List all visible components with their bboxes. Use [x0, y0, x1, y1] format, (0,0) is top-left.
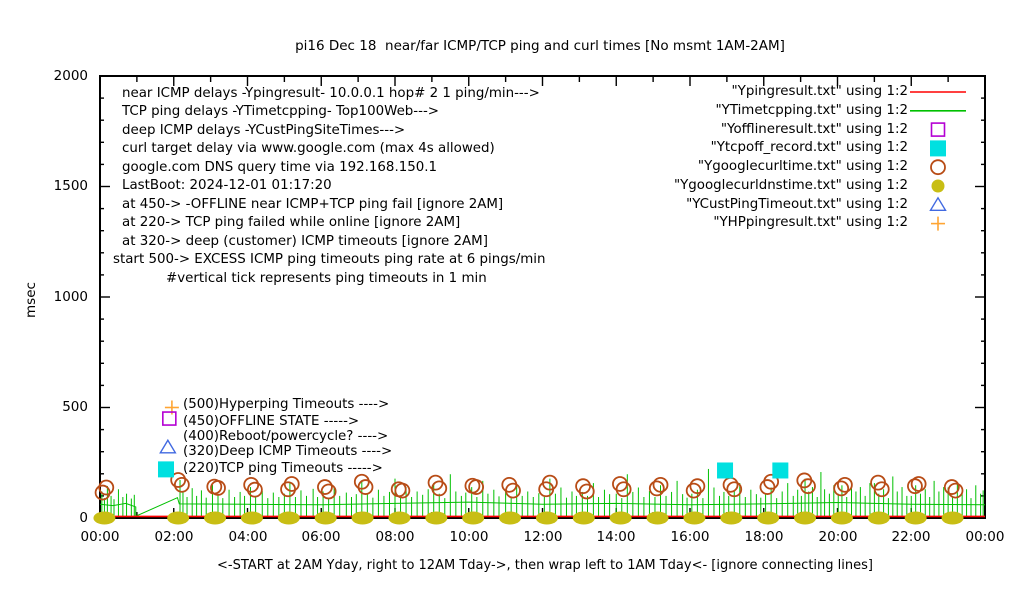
legend-label-ygooglecurldns: "Ygooglecurldnstime.txt" using 1:2 [673, 178, 908, 193]
x-tick-0600: 06:00 [301, 529, 341, 545]
x-tick-2000: 20:00 [818, 529, 858, 545]
info-line-tick: #vertical tick represents ping timeouts … [166, 270, 487, 286]
legend-label-yhppingresult: "YHPpingresult.txt" using 1:2 [713, 215, 908, 230]
info-line-320: at 320-> deep (customer) ICMP timeouts [… [122, 233, 488, 249]
chart-title: pi16 Dec 18 near/far ICMP/TCP ping and c… [295, 38, 785, 54]
info-line-450: at 450-> -OFFLINE near ICMP+TCP ping fai… [122, 196, 504, 212]
info-line-tcp-ping: TCP ping delays -YTimetcpping- Top100Web… [122, 104, 440, 120]
annotation-320-deepicmp: (320)Deep ICMP Timeouts ----> [183, 444, 393, 459]
legend-label-ycustpingtimeout: "YCustPingTimeout.txt" using 1:2 [686, 197, 908, 212]
legend-label-yofflineresult: "Yofflineresult.txt" using 1:2 [720, 122, 908, 137]
info-line-220: at 220-> TCP ping failed while online [i… [122, 215, 461, 231]
info-line-near-icmp: near ICMP delays -Ypingresult- 10.0.0.1 … [122, 86, 540, 101]
y-tick-2000: 2000 [53, 68, 88, 84]
x-tick-2200: 22:00 [891, 529, 931, 545]
x-tick-1400: 14:00 [596, 529, 636, 545]
info-line-curl: curl target delay via www.google.com (ma… [122, 141, 495, 157]
x-axis-caption: <-START at 2AM Yday, right to 12AM Tday-… [217, 558, 873, 573]
legend-label-ytcpoff-record: "Ytcpoff_record.txt" using 1:2 [710, 140, 908, 155]
info-line-dns: google.com DNS query time via 192.168.15… [122, 159, 438, 175]
x-tick-0400: 04:00 [228, 529, 268, 545]
y-tick-1000: 1000 [53, 289, 88, 305]
annotation-220-tcpping: (220)TCP ping Timeouts -----> [183, 461, 383, 476]
data-series [93, 462, 986, 525]
y-tick-500: 500 [62, 399, 88, 415]
y-tick-0: 0 [79, 510, 88, 526]
x-tick-1800: 18:00 [744, 529, 784, 545]
x-tick-1000: 10:00 [449, 529, 489, 545]
info-line-deep-icmp: deep ICMP delays -YCustPingSiteTimes---> [122, 122, 406, 138]
series-Ygooglecurldnstime.txt [93, 511, 964, 525]
x-tick-0200: 02:00 [154, 529, 194, 545]
legend-markers [910, 91, 966, 231]
series-Ytcpoff_record.txt [717, 462, 789, 479]
x-tick-0000a: 00:00 [80, 529, 120, 545]
info-line-lastboot: LastBoot: 2024-12-01 01:17:20 [122, 178, 332, 194]
x-tick-0000b: 00:00 [965, 529, 1005, 545]
y-tick-1500: 1500 [53, 178, 88, 194]
info-text-block: near ICMP delays -Ypingresult- 10.0.0.1 … [113, 85, 545, 288]
series-Ygooglecurltime.txt [94, 472, 964, 501]
annotation-500-hyperping: (500)Hyperping Timeouts ----> [183, 397, 390, 412]
legend-label-ytimetcpping: "YTimetcpping.txt" using 1:2 [715, 103, 908, 118]
x-tick-1600: 16:00 [670, 529, 710, 545]
annotation-450-offline: (450)OFFLINE STATE -----> [183, 414, 360, 429]
x-tick-1200: 12:00 [523, 529, 563, 545]
x-tick-0800: 08:00 [375, 529, 415, 545]
legend-label-ypingresult: "Ypingresult.txt" using 1:2 [731, 84, 908, 99]
legend-label-ygooglecurltime: "Ygooglecurltime.txt" using 1:2 [697, 159, 908, 174]
annotation-markers [158, 400, 179, 478]
info-line-500: start 500-> EXCESS ICMP ping timeouts pi… [113, 252, 546, 268]
annotation-400-reboot: (400)Reboot/powercycle? ----> [183, 429, 389, 444]
